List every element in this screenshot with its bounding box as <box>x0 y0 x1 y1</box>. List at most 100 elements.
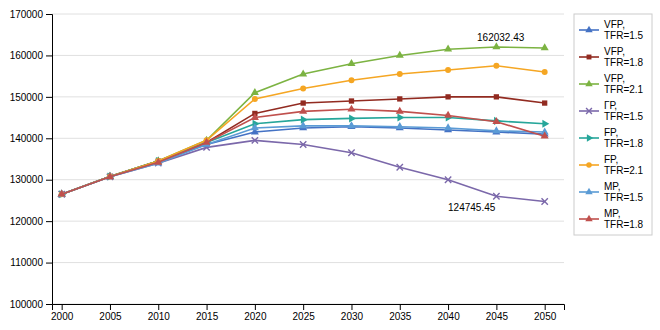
tick-mark <box>110 304 111 310</box>
legend-label: VFP,TFR=2.1 <box>604 73 644 95</box>
series-line <box>62 140 545 201</box>
tick-label: 2030 <box>341 311 364 322</box>
grid-line <box>52 262 564 263</box>
tick: 2045 <box>486 304 509 322</box>
tick-label: 120000 <box>10 216 44 227</box>
legend-marker <box>587 55 592 60</box>
tick: 2040 <box>437 304 460 322</box>
legend: VFP,TFR=1.5 VFP,TFR=1.8 VFP,TFR=2.1 ГР,TFR=… <box>574 14 652 235</box>
series-marker <box>396 107 404 114</box>
tick-mark <box>46 221 52 222</box>
legend-marker <box>585 188 592 194</box>
legend-item: ГР,TFR=1.5 <box>579 100 644 122</box>
annotation: 124745.45 <box>448 202 496 213</box>
series-marker <box>349 114 356 122</box>
tick: 2000 <box>51 304 74 322</box>
series-marker <box>299 121 307 128</box>
series-marker <box>348 150 354 156</box>
series-marker <box>299 107 307 114</box>
tick: 2050 <box>534 304 557 322</box>
legend-label: MP,TFR=1.5 <box>604 181 644 203</box>
tick: 2015 <box>196 304 219 322</box>
tick-label: 110000 <box>10 257 43 268</box>
legend-marker <box>585 26 592 32</box>
series-marker <box>444 123 452 130</box>
tick-mark <box>46 180 52 181</box>
series-marker <box>397 71 403 77</box>
series-marker <box>349 98 354 103</box>
series-line <box>62 97 545 194</box>
series-line <box>62 126 545 194</box>
grid-line <box>52 221 564 222</box>
tick-mark <box>496 304 497 310</box>
tick-mark <box>62 304 63 310</box>
series-marker <box>58 190 66 197</box>
tick-mark <box>158 304 159 310</box>
tick-label: 140000 <box>10 133 44 144</box>
series-marker <box>396 122 404 129</box>
legend-frame <box>574 14 652 235</box>
tick-mark <box>303 304 304 310</box>
series-marker <box>542 100 547 105</box>
legend-marker <box>586 108 592 114</box>
tick-mark <box>46 97 52 98</box>
legend-label: VFP,TFR=1.8 <box>604 46 644 68</box>
tick: 2010 <box>148 304 171 322</box>
annotations: 162032.43 124745.45 <box>448 32 525 213</box>
tick: 2005 <box>99 304 122 322</box>
y-axis: 1000001100001200001300001400001500001600… <box>10 9 53 310</box>
series-marker <box>347 105 355 112</box>
grid-line <box>52 55 564 56</box>
legend-item: VFP,TFR=2.1 <box>579 73 644 95</box>
series-marker <box>347 59 355 66</box>
tick-mark <box>400 304 401 310</box>
series-marker <box>493 193 499 199</box>
series-marker <box>301 116 308 124</box>
tick: 150000 <box>10 92 52 103</box>
legend-label: ГР,TFR=1.5 <box>604 100 644 122</box>
series-line <box>62 127 545 195</box>
series-marker <box>542 69 548 75</box>
axis-domain <box>46 15 53 305</box>
series-marker <box>252 96 258 102</box>
series-marker <box>251 113 259 120</box>
tick: 120000 <box>10 216 52 227</box>
tick-mark <box>46 138 52 139</box>
tick-label: 2005 <box>99 311 122 322</box>
tick-label: 130000 <box>10 174 44 185</box>
tick-label: 160000 <box>10 50 44 61</box>
series-marker <box>541 132 549 139</box>
tick-label: 2000 <box>51 311 74 322</box>
series-marker <box>251 88 259 95</box>
series-marker <box>300 86 306 92</box>
series-marker <box>347 121 355 128</box>
legend-item: MP,TFR=1.5 <box>579 181 644 203</box>
series-marker <box>203 138 211 145</box>
series-marker <box>106 172 114 179</box>
series-marker <box>348 77 354 83</box>
series-line <box>62 47 545 194</box>
series-group <box>58 42 550 204</box>
series-marker <box>492 117 500 124</box>
series-line <box>62 118 545 195</box>
tick-label: 2025 <box>293 311 316 322</box>
grid <box>52 14 564 304</box>
legend-label: MP,TFR=1.8 <box>604 208 644 230</box>
series-marker <box>492 42 500 49</box>
series-marker <box>396 51 404 58</box>
series-marker <box>299 69 307 76</box>
series-marker <box>154 158 162 165</box>
legend-item: VFP,TFR=1.5 <box>579 19 644 41</box>
series-marker <box>445 67 451 73</box>
series-marker <box>493 63 499 69</box>
tick: 160000 <box>10 50 52 61</box>
series-marker <box>445 177 451 183</box>
series-marker <box>494 94 499 99</box>
legend-label: VFP,TFR=1.5 <box>604 19 644 41</box>
tick: 170000 <box>10 9 52 20</box>
tick: 2030 <box>341 304 364 322</box>
annotation: 162032.43 <box>477 32 525 43</box>
axis-domain <box>53 305 565 311</box>
legend-label: FP,TFR=2.1 <box>604 154 644 176</box>
tick-label: 150000 <box>10 92 44 103</box>
